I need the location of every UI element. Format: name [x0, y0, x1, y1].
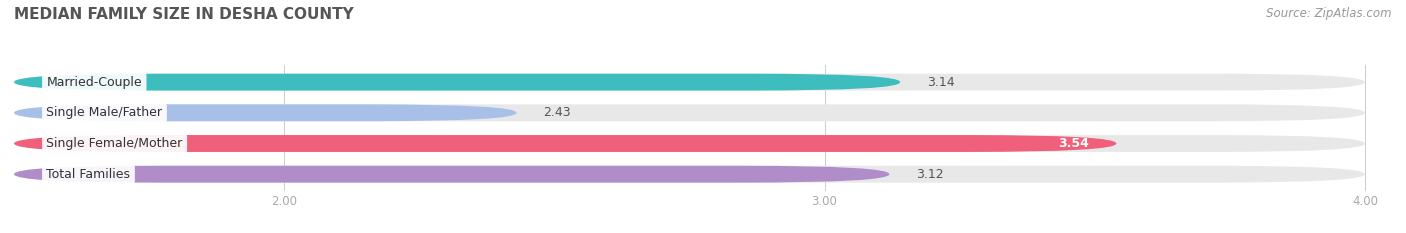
- Text: 3.12: 3.12: [917, 168, 943, 181]
- FancyBboxPatch shape: [14, 74, 900, 91]
- Text: MEDIAN FAMILY SIZE IN DESHA COUNTY: MEDIAN FAMILY SIZE IN DESHA COUNTY: [14, 7, 354, 22]
- FancyBboxPatch shape: [14, 166, 890, 183]
- FancyBboxPatch shape: [14, 104, 516, 121]
- FancyBboxPatch shape: [14, 135, 1365, 152]
- FancyBboxPatch shape: [14, 166, 1365, 183]
- Text: 2.43: 2.43: [544, 106, 571, 119]
- FancyBboxPatch shape: [14, 74, 1365, 91]
- Text: Married-Couple: Married-Couple: [46, 76, 142, 89]
- Text: Source: ZipAtlas.com: Source: ZipAtlas.com: [1267, 7, 1392, 20]
- FancyBboxPatch shape: [14, 135, 1116, 152]
- Text: 3.14: 3.14: [927, 76, 955, 89]
- FancyBboxPatch shape: [14, 104, 1365, 121]
- Text: 3.54: 3.54: [1059, 137, 1090, 150]
- Text: Single Male/Father: Single Male/Father: [46, 106, 163, 119]
- Text: Single Female/Mother: Single Female/Mother: [46, 137, 183, 150]
- Text: Total Families: Total Families: [46, 168, 131, 181]
